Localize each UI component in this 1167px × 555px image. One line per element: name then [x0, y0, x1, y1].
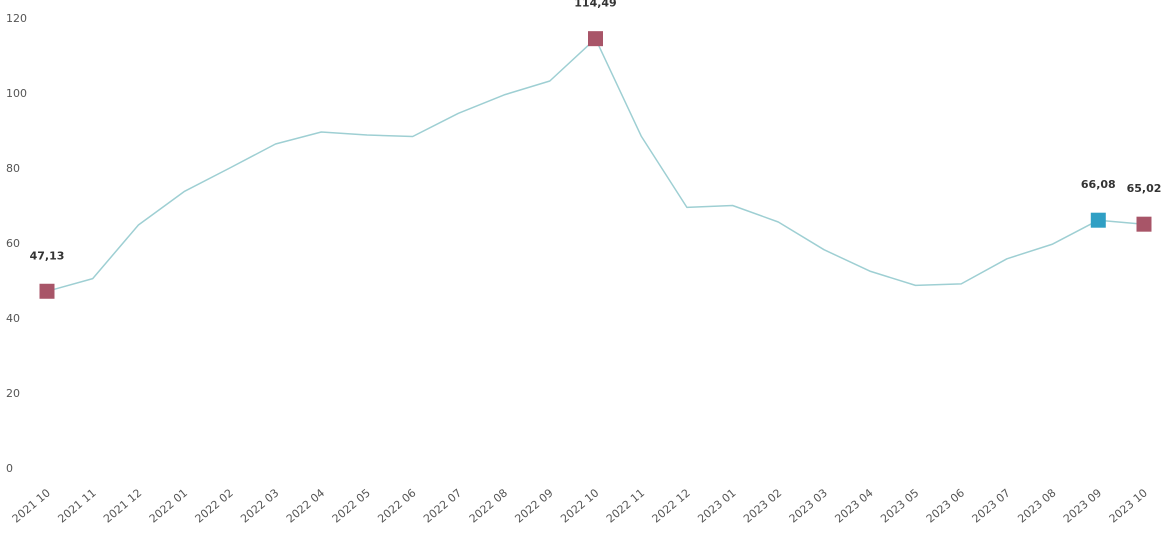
y-tick-label: 60	[6, 237, 20, 250]
y-tick-label: 40	[6, 312, 20, 325]
x-tick-label: 2021 11	[55, 486, 98, 525]
x-axis: 2021 10 2021 11 2021 12 2022 01 2022 02 2022 …	[10, 486, 1150, 525]
x-tick-label: 2021 12	[101, 486, 144, 525]
x-tick-label: 2022 05	[330, 486, 373, 525]
x-tick-label: 2023 06	[924, 486, 967, 525]
x-tick-label: 2023 02	[741, 486, 784, 525]
x-tick-label: 2022 01	[147, 486, 190, 525]
x-tick-label: 2023 07	[970, 486, 1013, 525]
series-line	[46, 37, 1145, 293]
data-point-label: 66,08	[1081, 178, 1116, 191]
data-point-marker	[1090, 212, 1106, 228]
x-tick-label: 2022 04	[284, 486, 327, 525]
y-axis: 0 20 40 60 80 100 120	[6, 12, 27, 475]
y-tick-label: 0	[6, 462, 13, 475]
x-tick-label: 2023 01	[695, 486, 738, 525]
x-tick-label: 2023 05	[878, 486, 921, 525]
data-point-marker	[1136, 216, 1152, 232]
y-tick-label: 80	[6, 162, 20, 175]
x-tick-label: 2022 07	[421, 486, 464, 525]
x-tick-label: 2023 08	[1015, 486, 1058, 525]
x-tick-label: 2021 10	[10, 486, 53, 525]
x-tick-label: 2023 03	[787, 486, 830, 525]
x-tick-label: 2022 11	[604, 486, 647, 525]
y-tick-label: 120	[6, 12, 27, 25]
data-point-marker	[588, 31, 603, 47]
x-tick-label: 2022 06	[375, 486, 418, 525]
data-point-label: 114,49	[574, 0, 616, 10]
x-tick-label: 2022 02	[193, 486, 236, 525]
y-tick-label: 20	[6, 387, 20, 400]
data-point-label: 65,02	[1127, 182, 1162, 195]
label-layer: 47,13 114,49 66,08 65,02	[30, 0, 1162, 262]
x-tick-label: 2023 10	[1107, 486, 1150, 525]
x-tick-label: 2022 09	[513, 486, 556, 525]
x-tick-label: 2023 09	[1061, 486, 1104, 525]
x-tick-label: 2022 03	[238, 486, 281, 525]
x-tick-label: 2022 08	[467, 486, 510, 525]
marker-layer	[39, 31, 1152, 299]
x-tick-label: 2022 10	[558, 486, 601, 525]
data-point-marker	[39, 283, 55, 299]
x-tick-label: 2023 04	[832, 486, 875, 525]
x-tick-label: 2022 12	[650, 486, 693, 525]
series-layer	[46, 37, 1145, 293]
y-tick-label: 100	[6, 87, 27, 100]
data-point-label: 47,13	[30, 249, 65, 262]
